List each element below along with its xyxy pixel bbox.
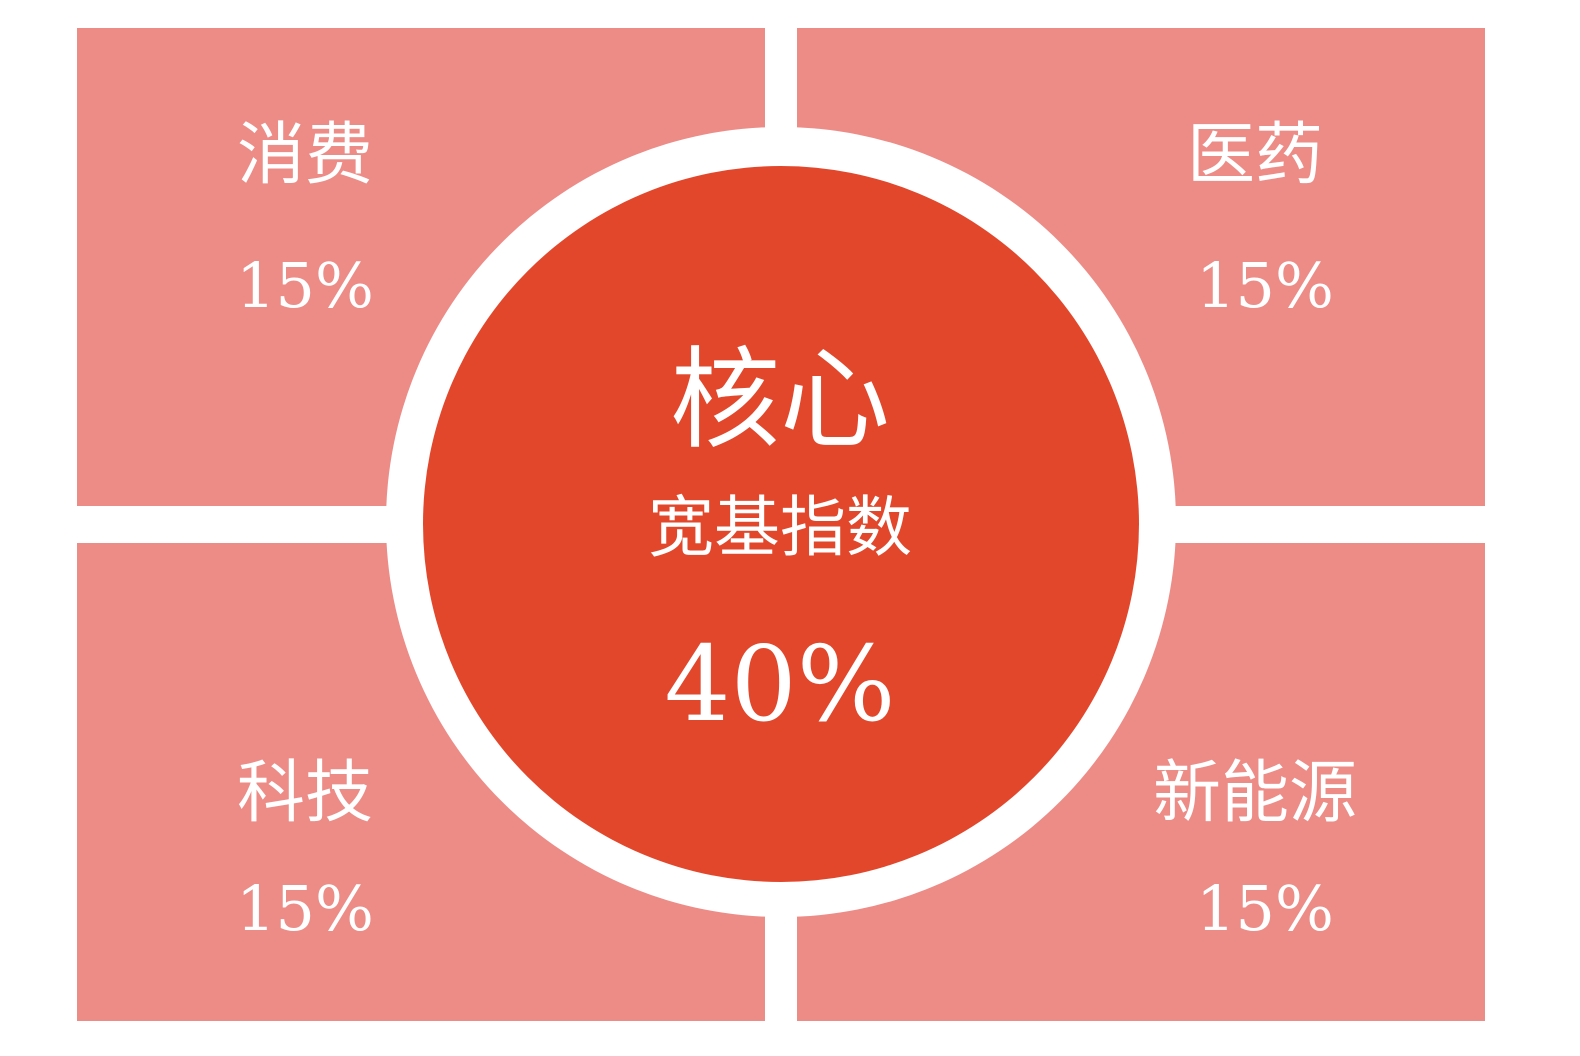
- sector-new-energy-label: 新能源: [1152, 754, 1357, 833]
- core-value: 40%: [664, 623, 896, 745]
- sector-new-energy-value: 15%: [1196, 872, 1334, 945]
- core-title: 核心: [670, 336, 890, 464]
- core-subtitle: 宽基指数: [648, 489, 912, 566]
- sector-tech-label: 科技: [236, 754, 373, 833]
- sector-pharma-value: 15%: [1196, 249, 1334, 322]
- core-circle: [423, 166, 1139, 882]
- sector-pharma-label: 医药: [1186, 116, 1323, 195]
- sector-tech-value: 15%: [236, 872, 374, 945]
- sector-consumer-value: 15%: [236, 249, 374, 322]
- sector-consumer-label: 消费: [236, 116, 373, 195]
